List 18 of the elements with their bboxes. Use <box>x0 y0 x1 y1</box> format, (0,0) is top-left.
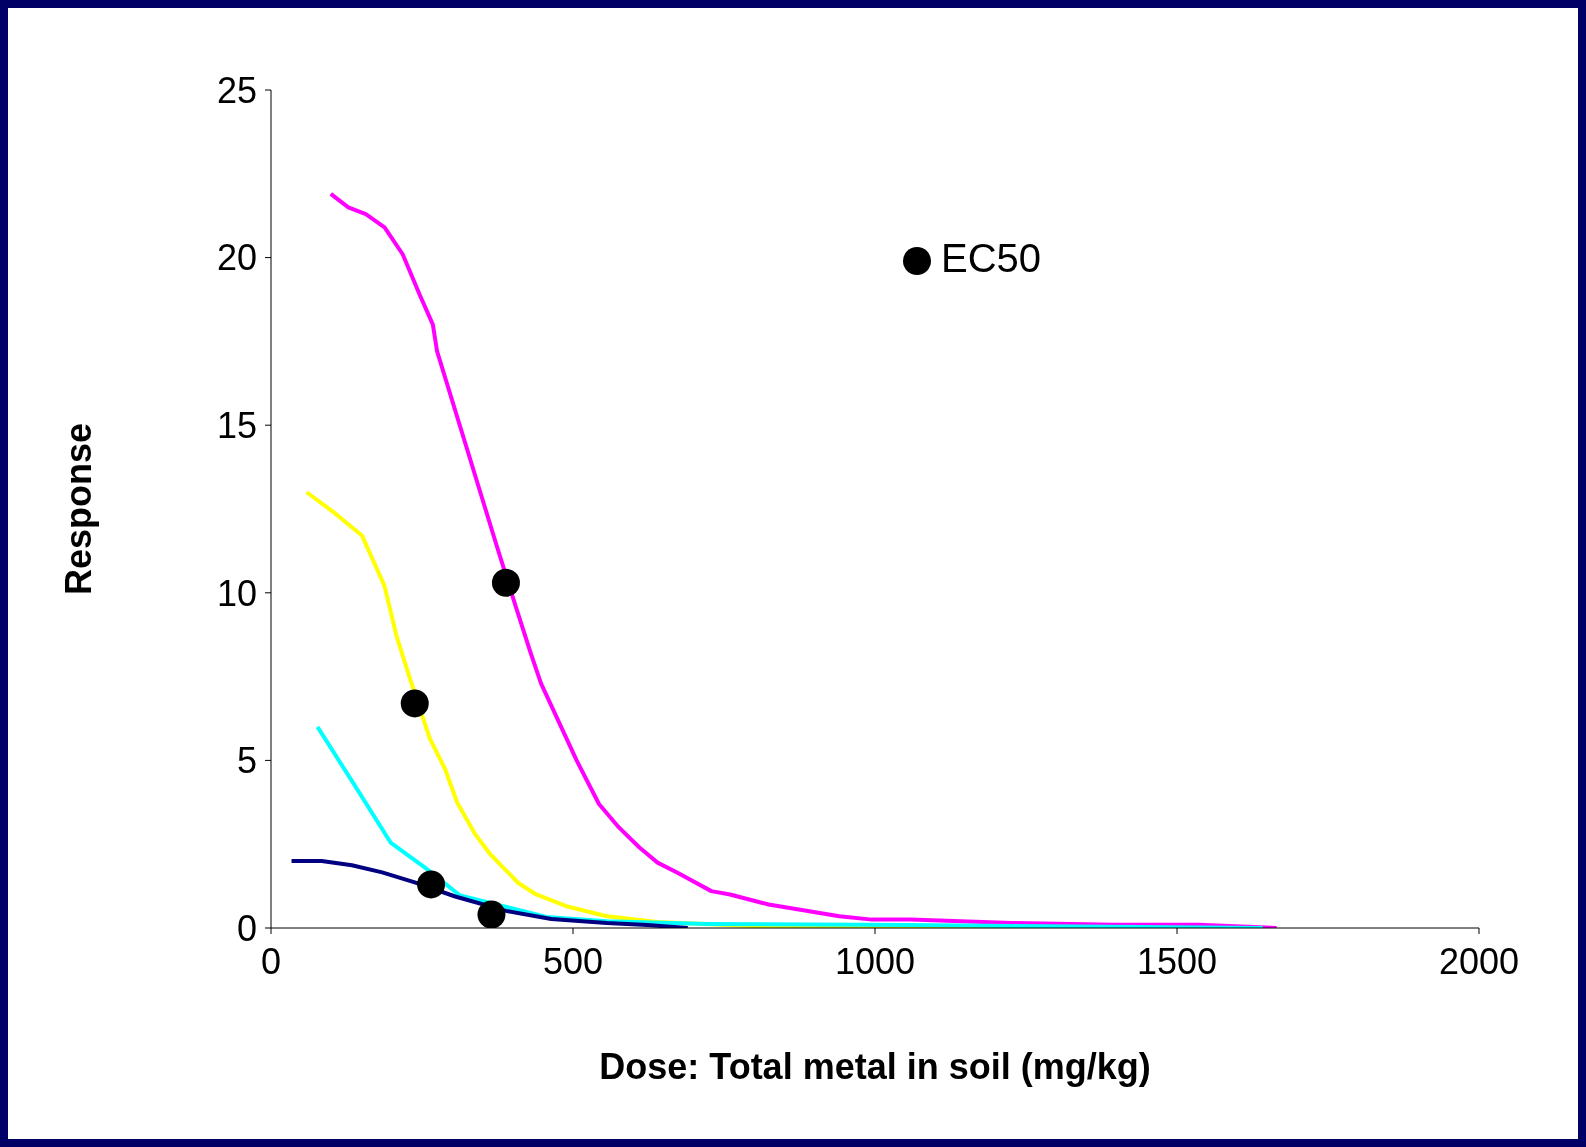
y-tick-label: 15 <box>216 404 257 446</box>
x-axis-title: Dose: Total metal in soil (mg/kg) <box>599 1046 1151 1087</box>
y-tick-label: 10 <box>216 572 257 614</box>
x-tick-label: 2000 <box>1438 940 1520 982</box>
point <box>417 870 446 899</box>
y-tick-label: 0 <box>236 907 257 949</box>
y-axis-title: Response <box>57 422 99 596</box>
x-tick-label: 1000 <box>834 940 916 982</box>
line-series <box>328 191 1279 928</box>
x-tick-label: 500 <box>542 940 604 982</box>
point <box>477 900 506 928</box>
x-tick-label: 1500 <box>1136 940 1218 982</box>
point <box>400 689 429 718</box>
y-tick-label: 20 <box>216 237 257 279</box>
point <box>491 568 520 597</box>
y-tick-label: 25 <box>216 69 257 111</box>
y-tick-label: 5 <box>236 740 257 782</box>
legend-label: EC50 <box>941 236 1042 280</box>
